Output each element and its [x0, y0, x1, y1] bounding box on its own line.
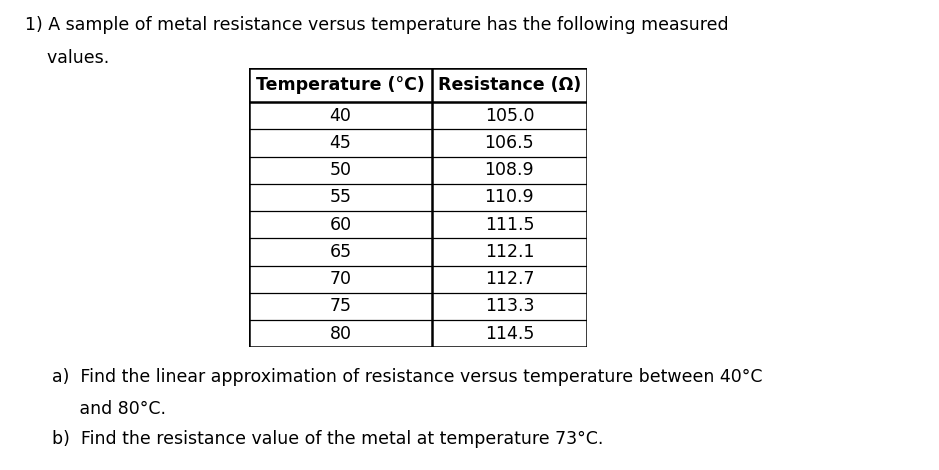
Text: 40: 40 [330, 107, 351, 125]
Text: 45: 45 [330, 134, 351, 152]
Text: 110.9: 110.9 [485, 188, 534, 206]
Text: Resistance (Ω): Resistance (Ω) [438, 76, 581, 94]
Text: 112.7: 112.7 [485, 270, 534, 288]
Text: Temperature (°C): Temperature (°C) [256, 76, 424, 94]
Text: 55: 55 [330, 188, 351, 206]
Text: a)  Find the linear approximation of resistance versus temperature between 40°C: a) Find the linear approximation of resi… [52, 368, 762, 386]
Text: 114.5: 114.5 [485, 325, 534, 343]
Text: 113.3: 113.3 [485, 298, 534, 315]
Text: 105.0: 105.0 [485, 107, 534, 125]
Text: 80: 80 [330, 325, 351, 343]
Text: 70: 70 [330, 270, 351, 288]
Text: 75: 75 [330, 298, 351, 315]
Text: 50: 50 [330, 161, 351, 179]
Text: 112.1: 112.1 [485, 243, 534, 261]
Text: 106.5: 106.5 [485, 134, 534, 152]
Text: 60: 60 [330, 216, 351, 234]
Text: 111.5: 111.5 [485, 216, 534, 234]
Text: values.: values. [25, 49, 110, 67]
Text: and 80°C.: and 80°C. [52, 400, 165, 418]
Text: 65: 65 [330, 243, 351, 261]
Text: 1) A sample of metal resistance versus temperature has the following measured: 1) A sample of metal resistance versus t… [25, 16, 729, 34]
Text: 108.9: 108.9 [485, 161, 534, 179]
Text: b)  Find the resistance value of the metal at temperature 73°C.: b) Find the resistance value of the meta… [52, 430, 603, 447]
